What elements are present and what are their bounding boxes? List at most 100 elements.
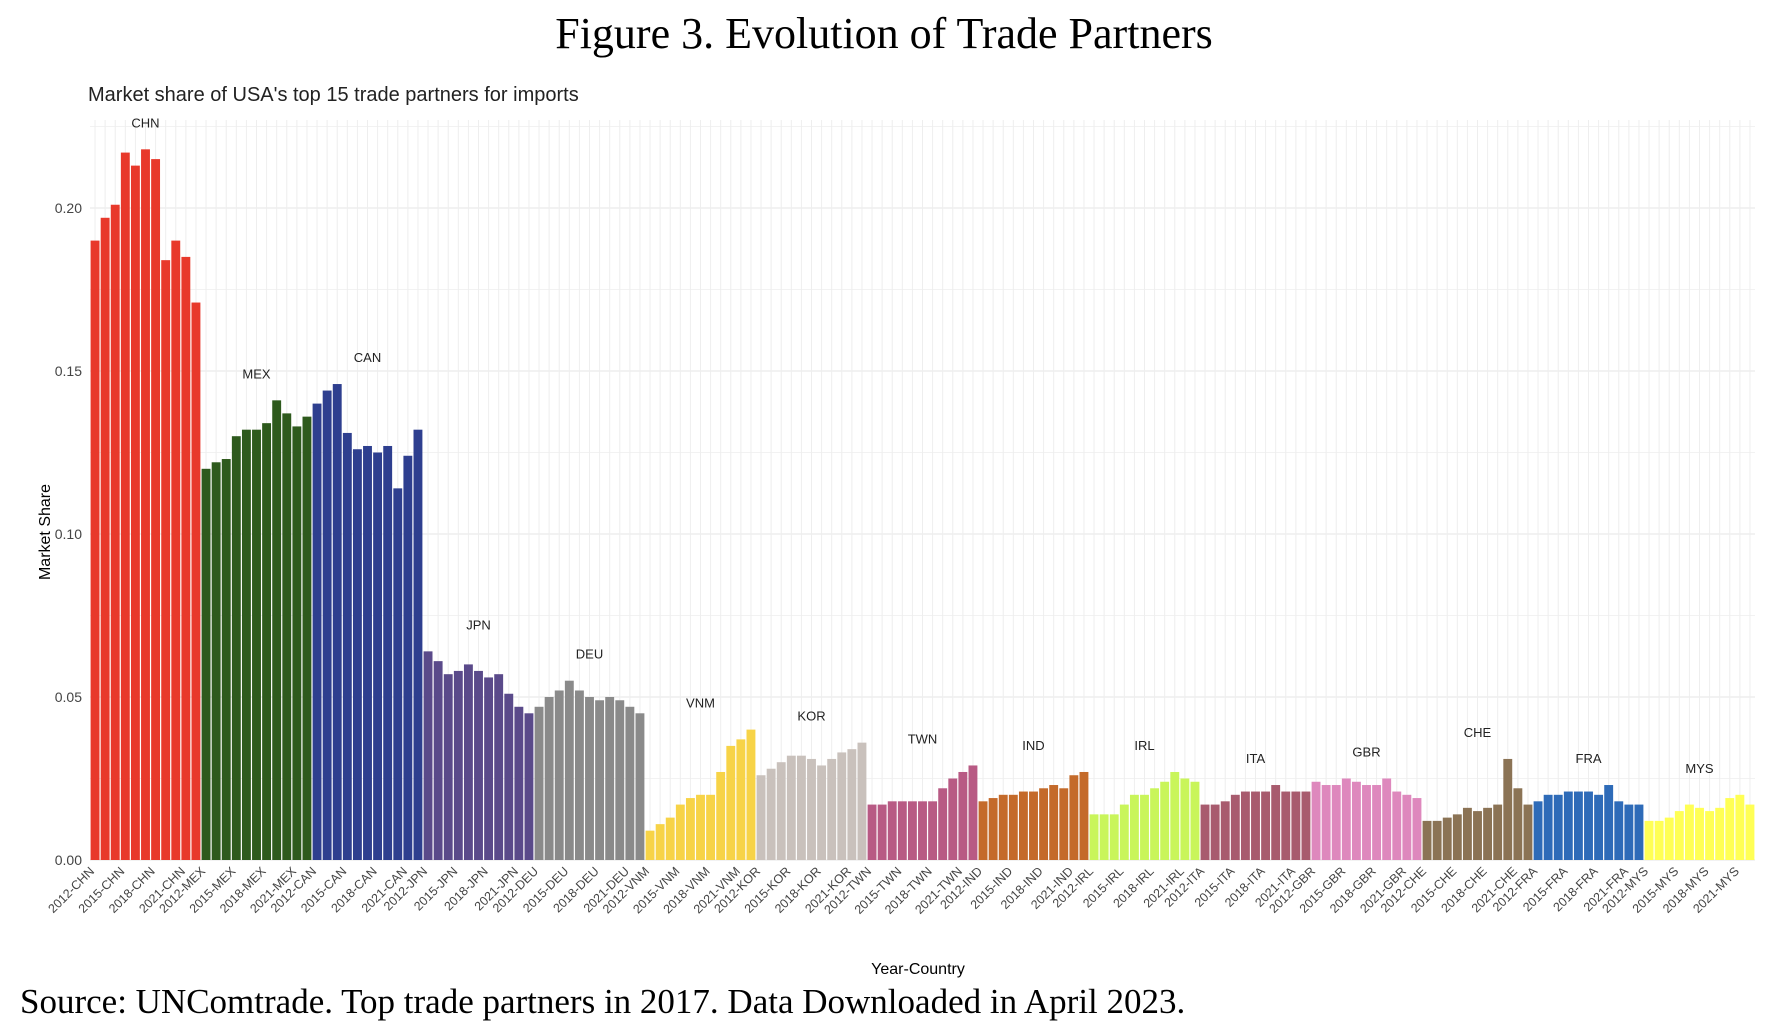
country-labels: CHN MEX CAN JPN DEU VNM KOR TWN IND IRL ITA GBR CHE F… bbox=[131, 115, 1714, 775]
country-label-ita: ITA bbox=[1246, 751, 1266, 766]
bar-deu-2017 bbox=[585, 697, 594, 860]
bar-mys-2018 bbox=[1705, 811, 1715, 860]
bar-mys-2013 bbox=[1654, 820, 1664, 860]
chart-title: Market share of USA's top 15 trade partn… bbox=[88, 84, 579, 106]
bar-twn-2020 bbox=[948, 778, 958, 860]
bar-gbr-2020 bbox=[1392, 791, 1402, 860]
bar-vnm-2021 bbox=[736, 739, 746, 860]
bar-kor-2017 bbox=[807, 758, 816, 860]
bar-chn-2013 bbox=[100, 217, 110, 860]
bar-twn-2022 bbox=[968, 765, 978, 860]
bar-gbr-2014 bbox=[1331, 785, 1341, 860]
bar-irl-2022 bbox=[1190, 781, 1200, 860]
bar-twn-2016 bbox=[907, 801, 917, 860]
bar-gbr-2019 bbox=[1382, 778, 1392, 860]
bar-chn-2022 bbox=[191, 302, 201, 860]
bar-deu-2019 bbox=[605, 697, 615, 860]
bar-fra-2015 bbox=[1563, 791, 1573, 860]
bar-ind-2012 bbox=[978, 801, 988, 860]
bar-can-2018 bbox=[373, 452, 383, 860]
bar-twn-2015 bbox=[897, 801, 907, 860]
bar-can-2021 bbox=[403, 455, 413, 860]
y-tick-label: 0.10 bbox=[55, 526, 82, 542]
country-label-mys: MYS bbox=[1685, 761, 1714, 776]
bar-mex-2012 bbox=[201, 468, 211, 860]
bar-vnm-2022 bbox=[746, 729, 756, 860]
bar-twn-2018 bbox=[928, 801, 938, 860]
bar-deu-2022 bbox=[635, 713, 645, 860]
bar-twn-2012 bbox=[867, 804, 877, 860]
bar-gbr-2017 bbox=[1362, 785, 1371, 860]
bar-ind-2021 bbox=[1069, 775, 1079, 860]
bar-fra-2013 bbox=[1543, 794, 1553, 860]
bar-can-2017 bbox=[363, 445, 372, 860]
bar-can-2012 bbox=[312, 403, 322, 860]
bar-jpn-2014 bbox=[443, 674, 453, 860]
bar-che-2013 bbox=[1432, 820, 1442, 860]
bar-can-2014 bbox=[332, 384, 342, 860]
bar-gbr-2022 bbox=[1412, 798, 1422, 860]
bar-fra-2019 bbox=[1604, 785, 1614, 860]
y-tick-label: 0.15 bbox=[55, 363, 82, 379]
bar-mys-2012 bbox=[1644, 820, 1654, 860]
bar-can-2020 bbox=[393, 488, 403, 860]
bar-ind-2019 bbox=[1049, 785, 1059, 860]
country-label-irl: IRL bbox=[1134, 738, 1154, 753]
bar-vnm-2018 bbox=[706, 794, 716, 860]
bar-mys-2017 bbox=[1695, 807, 1704, 860]
bar-ita-2020 bbox=[1281, 791, 1291, 860]
bar-mex-2019 bbox=[272, 400, 282, 860]
bar-vnm-2013 bbox=[655, 824, 665, 860]
bar-ita-2021 bbox=[1291, 791, 1301, 860]
bar-jpn-2018 bbox=[484, 677, 494, 860]
bar-vnm-2015 bbox=[675, 804, 685, 860]
bar-ind-2020 bbox=[1059, 788, 1069, 860]
bar-che-2018 bbox=[1483, 807, 1493, 860]
country-label-che: CHE bbox=[1464, 725, 1492, 740]
country-label-gbr: GBR bbox=[1352, 745, 1380, 760]
bar-fra-2014 bbox=[1553, 794, 1563, 860]
bar-mys-2022 bbox=[1745, 804, 1755, 860]
bar-irl-2020 bbox=[1170, 771, 1180, 860]
bar-mex-2021 bbox=[292, 426, 302, 860]
bar-jpn-2015 bbox=[453, 670, 463, 860]
bar-gbr-2021 bbox=[1402, 794, 1412, 860]
bar-fra-2016 bbox=[1573, 791, 1583, 860]
bar-mex-2013 bbox=[211, 462, 221, 860]
bar-twn-2013 bbox=[877, 804, 887, 860]
bar-jpn-2012 bbox=[423, 651, 433, 860]
bar-irl-2015 bbox=[1119, 804, 1129, 860]
country-label-fra: FRA bbox=[1576, 751, 1602, 766]
bar-mex-2020 bbox=[282, 413, 292, 860]
bar-irl-2019 bbox=[1160, 781, 1170, 860]
bar-kor-2015 bbox=[786, 755, 796, 860]
bar-kor-2016 bbox=[796, 755, 806, 860]
y-axis-ticks: 0.00 0.05 0.10 0.15 0.20 bbox=[55, 200, 82, 868]
bar-gbr-2016 bbox=[1351, 781, 1361, 860]
bar-chn-2018 bbox=[151, 159, 161, 861]
bar-kor-2019 bbox=[827, 758, 837, 860]
bar-chn-2020 bbox=[171, 240, 181, 861]
bar-kor-2022 bbox=[857, 742, 867, 860]
bar-irl-2021 bbox=[1180, 778, 1190, 860]
bar-chn-2017 bbox=[141, 149, 150, 860]
country-label-kor: KOR bbox=[797, 709, 825, 724]
bar-chn-2016 bbox=[130, 165, 140, 860]
bar-twn-2014 bbox=[887, 801, 897, 860]
bar-ita-2014 bbox=[1220, 801, 1230, 860]
bar-ind-2015 bbox=[1008, 794, 1018, 860]
bar-ita-2022 bbox=[1301, 791, 1311, 860]
country-label-deu: DEU bbox=[576, 647, 603, 662]
bar-ita-2019 bbox=[1271, 785, 1281, 860]
bar-irl-2014 bbox=[1109, 814, 1119, 860]
bar-che-2017 bbox=[1473, 811, 1482, 860]
bar-che-2020 bbox=[1503, 758, 1513, 860]
bar-kor-2018 bbox=[817, 765, 827, 860]
bar-chn-2021 bbox=[181, 256, 191, 860]
bar-ind-2017 bbox=[1029, 791, 1038, 860]
bar-ita-2013 bbox=[1210, 804, 1220, 860]
bar-fra-2017 bbox=[1584, 791, 1593, 860]
bars bbox=[90, 149, 1755, 861]
bar-vnm-2016 bbox=[685, 798, 695, 860]
bar-ind-2016 bbox=[1018, 791, 1028, 860]
